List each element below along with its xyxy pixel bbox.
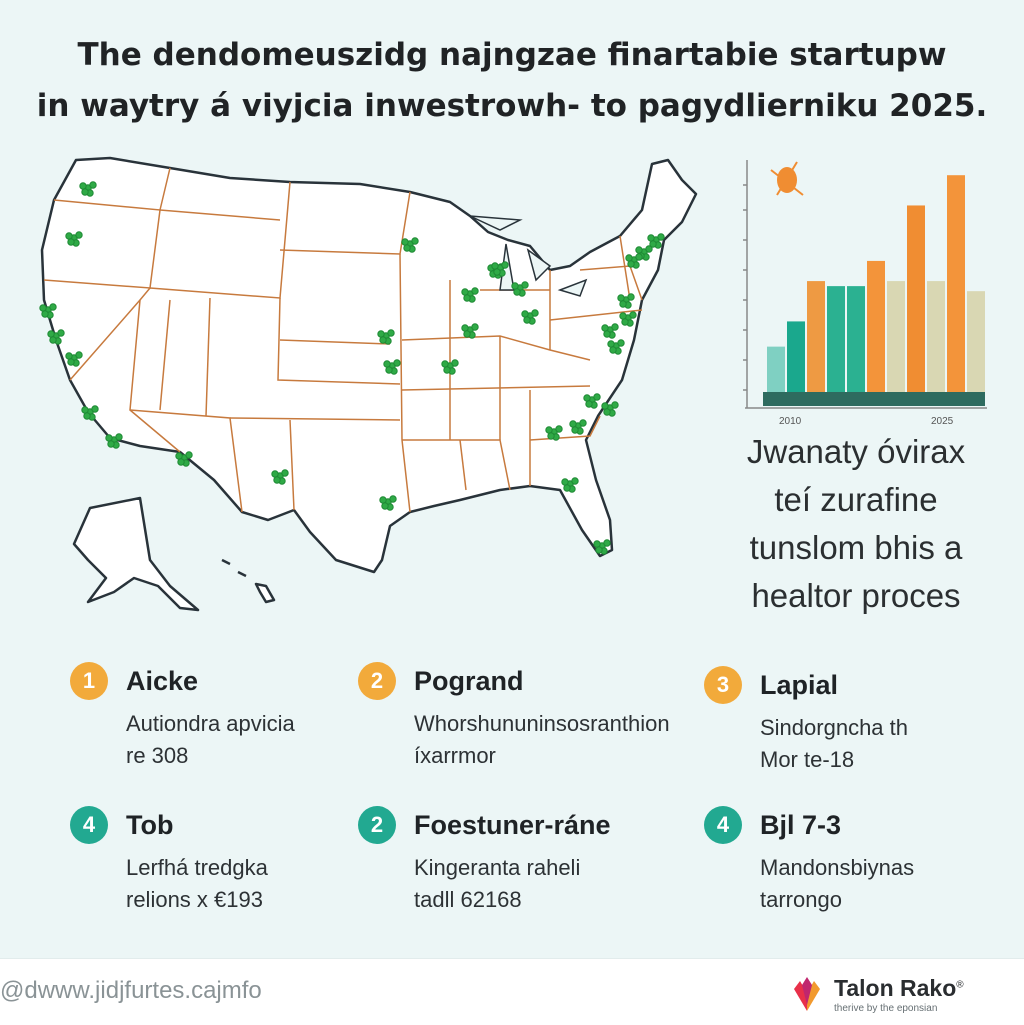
startup-marker (105, 433, 123, 449)
chart-bar (887, 281, 905, 392)
chart-bar (827, 286, 845, 392)
x-tick-label-2010: 2010 (779, 416, 802, 427)
startup-marker (583, 393, 601, 409)
startup-marker (569, 419, 587, 435)
startup-marker (47, 329, 65, 345)
brand-tagline: therive by the eponsian (834, 1003, 938, 1014)
item-desc-line-1: Kingeranta raheli (414, 855, 581, 880)
startup-marker (617, 293, 635, 309)
startup-marker (511, 281, 529, 297)
startup-marker (65, 351, 83, 367)
startup-marker (521, 309, 539, 325)
startup-marker (79, 181, 97, 197)
chart-bar (867, 260, 885, 392)
startup-markers (39, 181, 665, 555)
chart-bar (927, 281, 945, 392)
title-line-1: The dendomeuszidg najngzae finartabie st… (77, 37, 947, 73)
startup-marker (601, 323, 619, 339)
item-description: Autiondra apvicia re 308 (126, 708, 295, 772)
brand-logo-icon (794, 977, 820, 1011)
item-desc-line-2: re 308 (126, 743, 189, 768)
item-desc-line-1: Whorshununinsosranthion (414, 711, 670, 736)
item-description: Lerfhá tredgka relions x €193 (126, 852, 268, 916)
startup-marker (545, 425, 563, 441)
footer: @dwww.jidjfurtes.cajmfo Talon Rako® ther… (0, 958, 1024, 1025)
tagline-line-1: Jwanaty óvirax (746, 433, 966, 470)
hawaii-shape (221, 558, 276, 604)
chart-bars (767, 175, 985, 392)
startup-marker (461, 323, 479, 339)
item-title: Tob (126, 810, 174, 840)
startup-marker (441, 359, 459, 375)
startup-marker (175, 451, 193, 467)
item-title: Pogrand (414, 666, 524, 696)
y-axis-ticks (743, 184, 747, 391)
number-badge: 4 (70, 806, 108, 844)
tagline-line-4: healtor proces (751, 577, 961, 614)
startup-marker (607, 339, 625, 355)
item-desc-line-2: relions x €193 (126, 887, 263, 912)
item-description: Mandonsbiynas tarrongo (760, 852, 914, 916)
website-link[interactable]: @dwww.jidjfurtes.cajmfo (0, 977, 262, 1004)
startup-marker (377, 329, 395, 345)
number-badge: 3 (704, 666, 742, 704)
x-tick-label-2025: 2025 (931, 416, 954, 427)
startup-marker (401, 237, 419, 253)
item-title: Aicke (126, 666, 199, 696)
chart-bar (767, 346, 785, 392)
startup-marker (619, 311, 637, 327)
item-desc-line-1: Mandonsbiynas (760, 855, 915, 880)
chart-bar (847, 286, 865, 392)
us-map (39, 156, 698, 612)
item-description: Whorshununinsosranthion íxarrmor (414, 708, 670, 772)
chart-bar (807, 281, 825, 392)
brand-name-text: Talon Rako (834, 975, 957, 1001)
state-borders (43, 167, 643, 513)
page-title: The dendomeuszidg najngzae finartabie st… (30, 30, 994, 132)
number-badge: 4 (704, 806, 742, 844)
registered-mark: ® (956, 979, 964, 991)
item-title: Lapial (760, 670, 839, 700)
startup-marker (379, 495, 397, 511)
item-title: Bjl 7-3 (760, 810, 842, 840)
number-badge: 2 (358, 806, 396, 844)
item-title: Foestuner-ráne (414, 810, 611, 840)
alaska-shape (72, 496, 200, 612)
chart-bar (967, 291, 985, 392)
startup-marker (383, 359, 401, 375)
startup-marker (601, 401, 619, 417)
startup-marker (81, 405, 99, 421)
chart-bar (787, 321, 805, 392)
startup-marker (65, 231, 83, 247)
startup-marker (461, 287, 479, 303)
item-desc-line-2: tarrongo (760, 887, 842, 912)
chart-bar (907, 205, 925, 392)
item-description: Sindorgncha th Mor te-18 (760, 712, 908, 776)
item-desc-line-2: tadll 62168 (414, 887, 522, 912)
startup-marker (647, 233, 665, 249)
item-desc-line-1: Autiondra apvicia (126, 711, 295, 736)
startup-marker (593, 539, 611, 555)
startup-marker (39, 303, 57, 319)
tagline-line-3: tunslom bhis a (749, 529, 963, 566)
tagline: Jwanaty óvirax teí zurafine tunslom bhis… (722, 428, 990, 620)
number-badge: 2 (358, 662, 396, 700)
investment-chart: 2010 2025 (743, 160, 987, 427)
item-desc-line-1: Lerfhá tredgka (126, 855, 268, 880)
startup-marker (271, 469, 289, 485)
item-description: Kingeranta raheli tadll 62168 (414, 852, 580, 916)
startup-marker (491, 261, 509, 277)
chart-baseline (763, 392, 985, 406)
item-desc-line-2: íxarrmor (414, 743, 496, 768)
item-desc-line-1: Sindorgncha th (760, 715, 908, 740)
item-desc-line-2: Mor te-18 (760, 747, 855, 772)
startup-marker (625, 253, 643, 269)
number-badge: 1 (70, 662, 108, 700)
brand-name: Talon Rako® (834, 975, 964, 1002)
chart-bar (947, 175, 965, 392)
tagline-line-2: teí zurafine (774, 481, 938, 518)
leaf-icon (770, 161, 804, 196)
startup-marker (561, 477, 579, 493)
title-line-2: in waytry á viyjcia inwestrowh- to pagyd… (36, 88, 988, 124)
